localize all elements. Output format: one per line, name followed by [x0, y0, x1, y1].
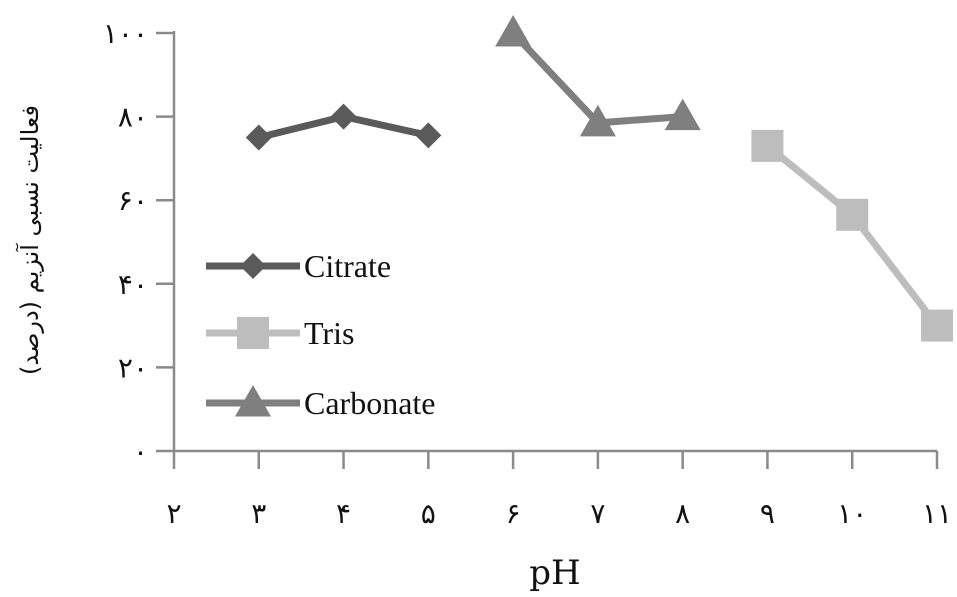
legend-item-carbonate: Carbonate: [206, 385, 436, 421]
legend-item-citrate: Citrate: [206, 248, 391, 284]
x-tick-label-5: ۵: [421, 497, 436, 530]
x-tick-label-3: ۳: [251, 497, 266, 530]
y-tick-label-0: ۰: [133, 435, 148, 468]
point-carbonate-6: [495, 15, 532, 47]
x-tick-label-2: ۲: [166, 497, 181, 530]
series-line-tris: [765, 143, 940, 328]
y-tick-label-40: ۴۰: [118, 268, 148, 301]
y-tick-label-100: ۱۰۰: [103, 17, 148, 50]
y-tick-label-60: ۶۰: [118, 184, 148, 217]
x-tick-label-7: ۷: [590, 497, 605, 530]
point-tris-9: [751, 129, 784, 162]
series-citrate: [245, 103, 442, 151]
point-carbonate-8: [664, 98, 701, 131]
x-tick-label-10: ۱۰: [837, 497, 867, 530]
x-tick-label-8: ۸: [675, 497, 690, 530]
point-carbonate-7: [579, 104, 616, 137]
legend-item-tris: Tris: [206, 315, 354, 351]
point-citrate-3: [245, 124, 272, 151]
x-tick-label-9: ۹: [760, 497, 775, 530]
point-tris-10: [836, 198, 869, 231]
x-tick-label-6: ۶: [506, 497, 521, 530]
series-tris: [751, 129, 953, 342]
legend: Citrate Tris Carbonate: [206, 248, 436, 421]
y-axis-title: فعالیت نسبی آنزیم (درصد): [15, 105, 44, 375]
x-axis-title: pH: [529, 553, 580, 593]
point-citrate-5: [415, 122, 442, 149]
legend-label-citrate: Citrate: [304, 248, 391, 284]
point-tris-11: [921, 309, 953, 342]
series-layer: [245, 15, 953, 342]
x-tick-label-4: ۴: [336, 497, 351, 530]
legend-marker-carbonate: [235, 385, 271, 417]
axes: ۰ ۲۰ ۴۰ ۶۰ ۸۰ ۱۰۰ ۲ ۳ ۴ ۵ ۶ ۷ ۸ ۹ ۱۰ ۱۱: [103, 17, 952, 530]
series-carbonate: [495, 15, 701, 137]
y-tick-label-20: ۲۰: [118, 351, 148, 384]
legend-label-carbonate: Carbonate: [304, 385, 436, 421]
y-tick-label-80: ۸۰: [118, 101, 148, 134]
legend-marker-tris: [237, 317, 269, 349]
legend-marker-citrate: [240, 253, 266, 279]
legend-label-tris: Tris: [304, 315, 354, 351]
x-tick-label-11: ۱۱: [922, 497, 952, 530]
point-citrate-4: [330, 103, 357, 130]
